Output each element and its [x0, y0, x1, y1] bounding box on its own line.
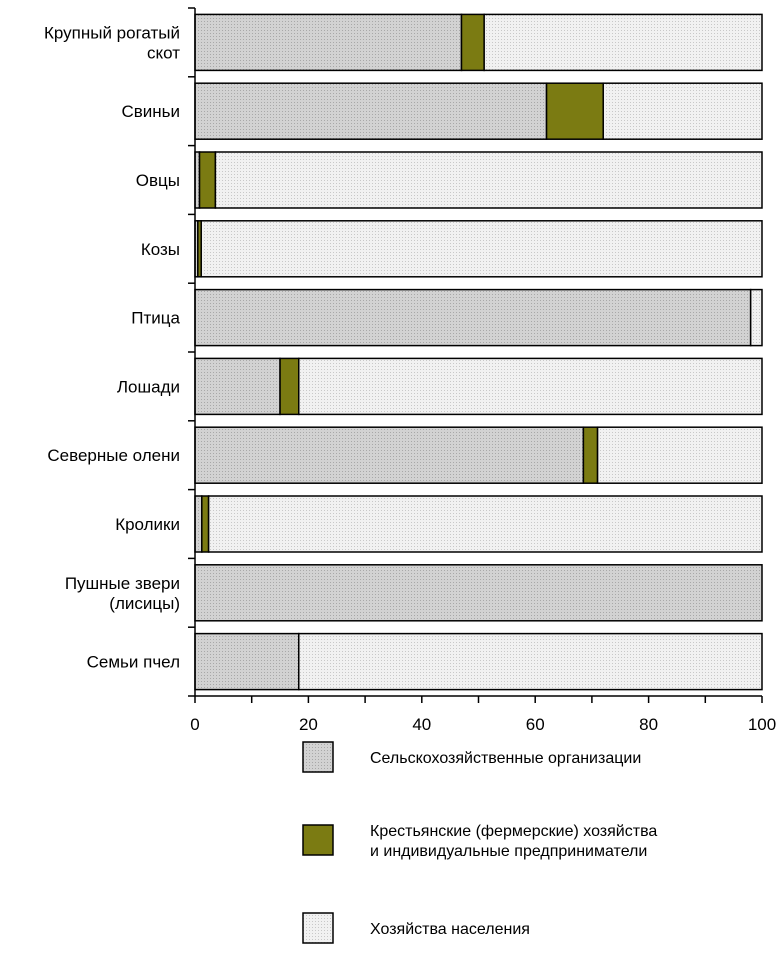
- bar-segment-agri-org-9: [194, 632, 300, 691]
- legend-label-farmer: Крестьянские (фермерские) хозяйства и инд…: [370, 823, 657, 860]
- bars-layer: [194, 13, 763, 691]
- x-tick-label-0: 0: [190, 715, 199, 734]
- category-label-0: Крупный рогатый скот: [44, 23, 180, 62]
- bar-segment-farmer-7: [201, 495, 210, 553]
- x-tick-label-4: 80: [639, 715, 658, 734]
- x-tick-label-1: 20: [299, 715, 318, 734]
- bar-segment-agri-org-0: [194, 13, 463, 72]
- bar-segment-farmer-0: [460, 13, 485, 72]
- bar-segment-farmer-2: [198, 151, 217, 209]
- category-label-8: Пушные звери (лисицы): [65, 574, 180, 613]
- bar-segment-household-9: [298, 632, 763, 691]
- legend-swatch-farmer: [302, 824, 334, 856]
- bar-segment-household-3: [200, 220, 763, 278]
- bar-segment-household-2: [214, 151, 763, 209]
- bar-segment-farmer-1: [545, 82, 604, 140]
- category-label-6: Северные олени: [47, 446, 180, 465]
- bar-segment-agri-org-5: [194, 357, 281, 416]
- category-label-7: Кролики: [115, 515, 180, 534]
- bar-segment-household-4: [749, 288, 763, 347]
- legend-label-agri-org: Сельскохозяйственные организации: [370, 750, 641, 767]
- legend-swatch-household: [302, 912, 334, 944]
- category-label-1: Свиньи: [121, 102, 180, 121]
- bar-segment-household-7: [207, 495, 763, 553]
- bar-segment-agri-org-7: [194, 495, 203, 553]
- x-tick-label-3: 60: [526, 715, 545, 734]
- category-label-5: Лошади: [117, 377, 180, 396]
- category-label-3: Козы: [141, 240, 180, 259]
- bar-segment-agri-org-8: [194, 564, 763, 622]
- bar-segment-agri-org-6: [194, 426, 585, 484]
- category-label-9: Семьи пчел: [87, 653, 180, 672]
- category-label-2: Овцы: [136, 171, 180, 190]
- bar-segment-agri-org-1: [194, 82, 548, 140]
- bar-segment-household-1: [602, 82, 763, 140]
- bar-segment-household-5: [298, 357, 763, 416]
- axes-layer: [188, 7, 763, 703]
- bar-segment-agri-org-4: [194, 288, 752, 347]
- bar-segment-farmer-6: [582, 426, 599, 484]
- category-label-4: Птица: [131, 309, 180, 328]
- legend-label-household: Хозяйства населения: [370, 921, 530, 938]
- legend-swatch-agri-org: [302, 741, 334, 773]
- x-tick-label-5: 100: [748, 715, 776, 734]
- labels-layer: Крупный рогатый скот Свиньи Овцы Козы Птица Ло…: [44, 23, 776, 734]
- x-tick-label-2: 40: [412, 715, 431, 734]
- bar-segment-farmer-5: [279, 357, 300, 416]
- legend: Сельскохозяйственные организации Крестьян…: [302, 741, 657, 944]
- bar-segment-household-6: [596, 426, 763, 484]
- bar-segment-household-0: [483, 13, 763, 72]
